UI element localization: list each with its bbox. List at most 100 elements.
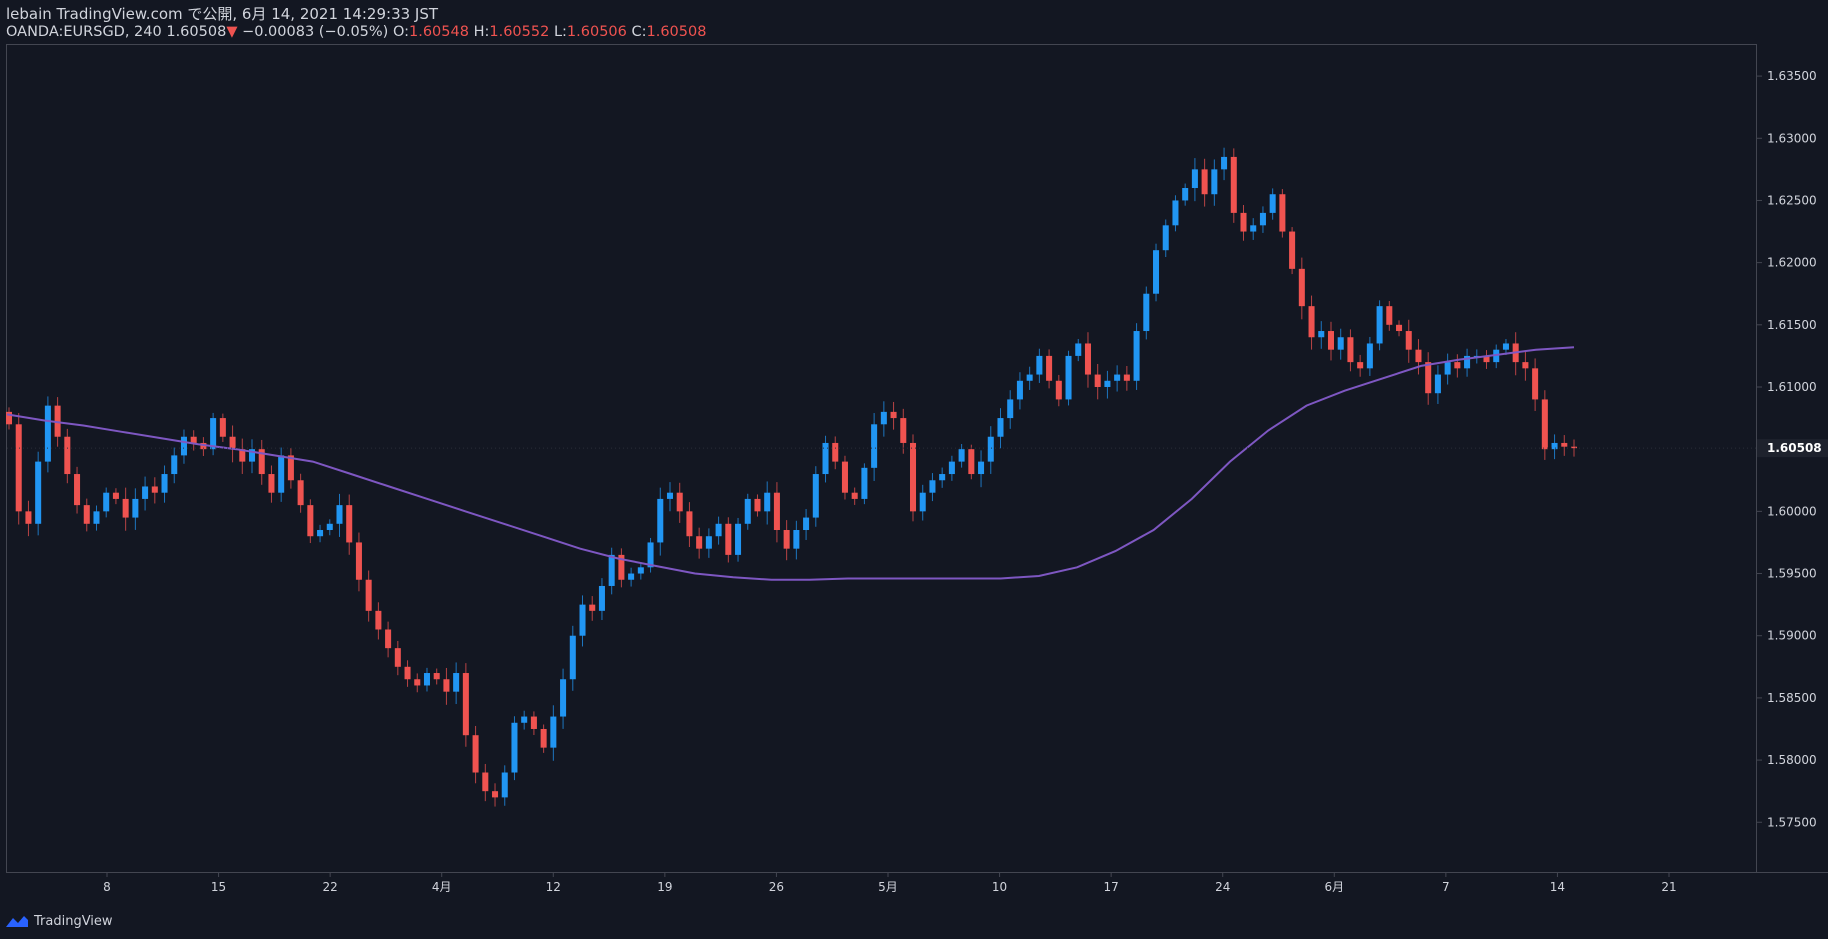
candle[interactable] bbox=[900, 408, 907, 454]
candle[interactable] bbox=[35, 451, 42, 536]
candle[interactable] bbox=[365, 570, 372, 622]
candles[interactable] bbox=[5, 147, 1578, 807]
candle[interactable] bbox=[822, 435, 829, 483]
candle[interactable] bbox=[103, 487, 110, 518]
candle[interactable] bbox=[1084, 332, 1091, 388]
candle[interactable] bbox=[1172, 195, 1179, 232]
candle[interactable] bbox=[219, 413, 226, 442]
candle[interactable] bbox=[657, 487, 664, 556]
candle[interactable] bbox=[433, 668, 440, 685]
candle[interactable] bbox=[871, 413, 878, 481]
candle[interactable] bbox=[919, 484, 926, 521]
candle[interactable] bbox=[15, 413, 22, 525]
candle[interactable] bbox=[151, 477, 158, 504]
candle[interactable] bbox=[1153, 243, 1160, 302]
candle[interactable] bbox=[375, 602, 382, 640]
candle[interactable] bbox=[122, 487, 129, 531]
candle[interactable] bbox=[1055, 374, 1062, 407]
candle[interactable] bbox=[997, 408, 1004, 449]
candle[interactable] bbox=[1289, 227, 1296, 275]
candle[interactable] bbox=[1454, 354, 1461, 378]
candle[interactable] bbox=[83, 498, 90, 532]
candle[interactable] bbox=[1532, 358, 1539, 411]
candle[interactable] bbox=[1396, 320, 1403, 337]
candle[interactable] bbox=[74, 466, 81, 514]
candle[interactable] bbox=[589, 596, 596, 621]
candle[interactable] bbox=[5, 407, 13, 430]
candle[interactable] bbox=[1201, 158, 1208, 207]
candle[interactable] bbox=[764, 481, 771, 525]
candle[interactable] bbox=[355, 532, 362, 592]
candle[interactable] bbox=[686, 502, 693, 547]
candle[interactable] bbox=[443, 667, 450, 705]
candle[interactable] bbox=[1240, 205, 1247, 241]
candle[interactable] bbox=[112, 488, 119, 505]
candle[interactable] bbox=[1347, 329, 1354, 372]
candle[interactable] bbox=[793, 520, 800, 560]
candle[interactable] bbox=[1425, 352, 1432, 405]
candle[interactable] bbox=[1298, 257, 1305, 320]
candle[interactable] bbox=[978, 450, 985, 488]
candle[interactable] bbox=[25, 500, 32, 537]
candle[interactable] bbox=[1221, 147, 1228, 181]
candle[interactable] bbox=[1094, 363, 1101, 400]
candle[interactable] bbox=[618, 548, 625, 588]
candle[interactable] bbox=[1318, 321, 1325, 349]
candle[interactable] bbox=[948, 455, 955, 481]
candle[interactable] bbox=[647, 537, 654, 573]
candle[interactable] bbox=[579, 595, 586, 647]
candle[interactable] bbox=[472, 725, 479, 784]
candle[interactable] bbox=[1415, 339, 1422, 375]
candle[interactable] bbox=[1493, 344, 1500, 369]
candle[interactable] bbox=[1522, 351, 1529, 381]
candle[interactable] bbox=[1483, 350, 1490, 369]
candle[interactable] bbox=[744, 493, 751, 530]
candle[interactable] bbox=[501, 765, 508, 806]
candle[interactable] bbox=[1570, 439, 1578, 457]
candle[interactable] bbox=[414, 673, 421, 693]
candle[interactable] bbox=[909, 434, 917, 522]
candle[interactable] bbox=[1065, 350, 1072, 406]
candle[interactable] bbox=[1211, 159, 1218, 206]
candle[interactable] bbox=[1502, 338, 1509, 355]
candle[interactable] bbox=[1464, 348, 1471, 377]
candle[interactable] bbox=[239, 438, 246, 474]
candle[interactable] bbox=[1162, 219, 1169, 258]
candle[interactable] bbox=[1230, 148, 1237, 223]
candle[interactable] bbox=[462, 663, 469, 747]
candle[interactable] bbox=[637, 562, 644, 580]
candle[interactable] bbox=[142, 476, 149, 511]
candle[interactable] bbox=[550, 705, 557, 761]
candle[interactable] bbox=[248, 439, 256, 474]
time-axis[interactable]: 8 15 22 4月 12 19 26 5月 10 17 24 6月 7 14 21 bbox=[103, 872, 1677, 894]
candle[interactable] bbox=[1434, 365, 1441, 404]
candle[interactable] bbox=[346, 494, 353, 555]
candle[interactable] bbox=[628, 567, 635, 587]
candle[interactable] bbox=[268, 465, 275, 503]
candle[interactable] bbox=[598, 578, 605, 621]
candle[interactable] bbox=[1357, 354, 1364, 377]
candle[interactable] bbox=[200, 437, 207, 456]
candle[interactable] bbox=[180, 429, 187, 464]
tradingview-brand[interactable]: TradingView bbox=[4, 911, 113, 931]
candle[interactable] bbox=[1561, 435, 1568, 456]
candle[interactable] bbox=[317, 524, 324, 543]
candle[interactable] bbox=[1386, 301, 1393, 331]
candle[interactable] bbox=[958, 444, 965, 468]
candle[interactable] bbox=[676, 482, 683, 523]
candle[interactable] bbox=[803, 509, 810, 540]
candle[interactable] bbox=[939, 467, 946, 488]
candle[interactable] bbox=[851, 487, 858, 505]
candle[interactable] bbox=[1007, 390, 1014, 429]
candle[interactable] bbox=[132, 488, 139, 530]
candle[interactable] bbox=[754, 494, 761, 517]
candle[interactable] bbox=[1016, 372, 1023, 410]
candle[interactable] bbox=[783, 520, 790, 561]
candle[interactable] bbox=[569, 625, 576, 691]
candle[interactable] bbox=[1182, 183, 1189, 206]
candle[interactable] bbox=[287, 448, 294, 489]
candle[interactable] bbox=[696, 527, 703, 559]
candle[interactable] bbox=[812, 466, 819, 527]
candle[interactable] bbox=[1250, 218, 1257, 240]
